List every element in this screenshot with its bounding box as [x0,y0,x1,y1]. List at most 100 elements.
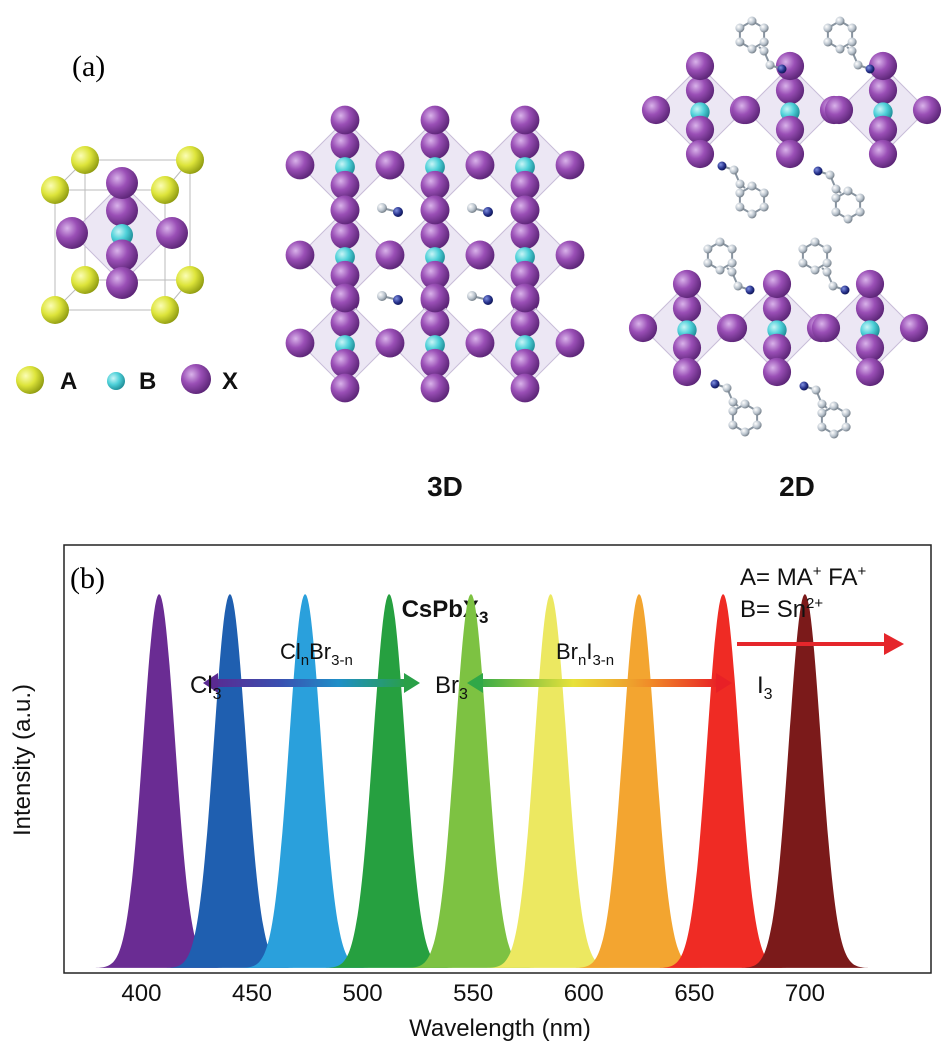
x-atom [106,194,138,227]
c-atom [759,37,769,47]
peak-3 [238,594,372,968]
c-atom [817,399,827,409]
x-atom [420,220,450,250]
x-atom [106,167,138,199]
c-atom [715,237,725,247]
n-atom [777,64,787,74]
bri-label: BrnI3-n [556,639,614,669]
plot-frame [63,544,932,974]
cation-molecule [377,203,403,217]
x-atom [762,333,792,362]
x-atom [420,373,450,403]
organic-spacer-molecule [823,16,875,74]
c-atom [822,267,832,277]
organic-spacer-molecule [703,237,755,295]
c-atom [847,23,857,33]
peak-8 [656,594,790,968]
n-atom [393,207,403,217]
x-atom [868,76,898,105]
x-atom [330,283,360,313]
c-atom [752,406,762,416]
x-atom [330,195,360,225]
c-atom [727,258,737,268]
x-atom [555,150,585,180]
y-axis-title: Intensity (a.u.) [9,684,36,836]
organic-spacer-molecule [798,237,850,295]
c-atom [747,181,757,191]
c-atom [798,244,808,254]
c-atom [467,291,477,301]
c-atom [377,203,387,213]
c-atom [728,420,738,430]
c-atom [843,186,853,196]
x-atom [510,373,540,403]
n-atom [840,285,850,295]
x-atom [510,260,540,290]
lattice-3d-structure [285,105,585,403]
x-atom [855,333,885,362]
x-atom [420,260,450,290]
c-atom [811,385,821,395]
x-atom [672,357,702,387]
c-atom [829,429,839,439]
c-atom [735,188,745,198]
cation-molecule [467,291,493,305]
c-atom [847,37,857,47]
n-atom [865,64,875,74]
c-atom [467,203,477,213]
x-atom [899,313,929,343]
c-atom [740,399,750,409]
peak-5 [403,594,538,968]
organic-spacer-molecule [717,161,769,219]
organic-spacer-molecule [710,379,762,437]
c-atom [703,244,713,254]
c-atom [747,44,757,54]
x-atom [465,150,495,180]
c-atom [747,209,757,219]
x-atom [555,240,585,270]
x-atom [330,105,360,135]
x-atom [510,348,540,378]
x-atom [824,95,854,125]
atom-legend: A B X [16,364,238,395]
peak-2 [162,594,297,968]
n-atom [745,285,755,295]
x-atom [330,170,360,200]
c-atom [823,37,833,47]
x-atom [868,51,898,81]
cl3-label: Cl3 [190,672,222,703]
x-atom [510,130,540,160]
a-atom [71,266,99,294]
c-atom [843,214,853,224]
x-atom [555,328,585,358]
n-atom [393,295,403,305]
peak-1 [92,594,226,968]
c-atom [735,202,745,212]
peak-9 [737,594,872,968]
c-atom [703,258,713,268]
c-atom [759,23,769,33]
c-atom [727,244,737,254]
c-atom [733,281,743,291]
c-atom [822,244,832,254]
c-atom [822,258,832,268]
c-atom [765,60,775,70]
c-atom [728,406,738,416]
bri-arrow-shaft [476,679,719,687]
a-atom [71,146,99,174]
c-atom [829,401,839,411]
c-atom [715,265,725,275]
x-atom [156,217,188,249]
unit-cell-structure [41,146,204,324]
x-atom [510,220,540,250]
c-atom [817,422,827,432]
x-atom [628,313,658,343]
x-tick-label: 650 [674,980,714,1007]
c-atom [810,237,820,247]
legend-a-label: A [60,368,77,395]
c-atom [835,44,845,54]
x-tick-label: 550 [453,980,493,1007]
legend-b-swatch [107,372,125,390]
peak-6 [483,594,618,968]
panel-b-label: (b) [70,562,105,595]
